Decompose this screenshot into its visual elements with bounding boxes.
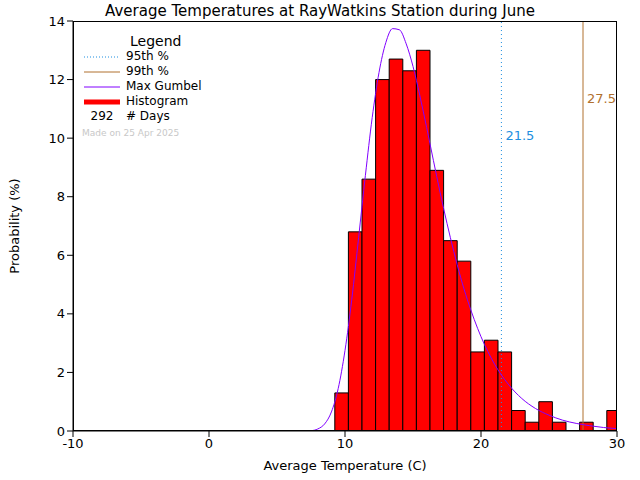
svg-text:20: 20 xyxy=(473,436,490,451)
html-text:Max Gumbel: Max Gumbel xyxy=(126,79,202,93)
svg-text:Probability (%): Probability (%) xyxy=(8,178,22,273)
html-text:Average Temperatures at RayWat: Average Temperatures at RayWatkins Stati… xyxy=(105,2,535,20)
svg-text:14: 14 xyxy=(48,14,65,29)
svg-text:0: 0 xyxy=(57,424,65,439)
html-text:Made on 25 Apr 2025: Made on 25 Apr 2025 xyxy=(82,128,180,138)
html-text:95th %: 95th % xyxy=(126,49,169,63)
html-text:292: 292 xyxy=(90,109,114,123)
svg-text:8: 8 xyxy=(57,189,65,204)
svg-text:4: 4 xyxy=(57,306,65,321)
html-text:# Days: # Days xyxy=(126,109,170,123)
svg-text:10: 10 xyxy=(337,436,354,451)
svg-text:30: 30 xyxy=(609,436,626,451)
svg-text:21.5: 21.5 xyxy=(505,128,534,143)
html-text:99th %: 99th % xyxy=(126,64,169,78)
html-text:Histogram: Histogram xyxy=(126,94,189,108)
svg-text:0: 0 xyxy=(205,436,213,451)
svg-text:6: 6 xyxy=(57,248,65,263)
svg-text:10: 10 xyxy=(48,131,65,146)
svg-text:12: 12 xyxy=(48,72,65,87)
svg-text:-10: -10 xyxy=(62,436,83,451)
svg-text:2: 2 xyxy=(57,365,65,380)
svg-text:Average Temperature (C): Average Temperature (C) xyxy=(263,458,426,473)
html-text:Legend: Legend xyxy=(130,33,182,49)
svg-text:27.5: 27.5 xyxy=(587,91,616,106)
